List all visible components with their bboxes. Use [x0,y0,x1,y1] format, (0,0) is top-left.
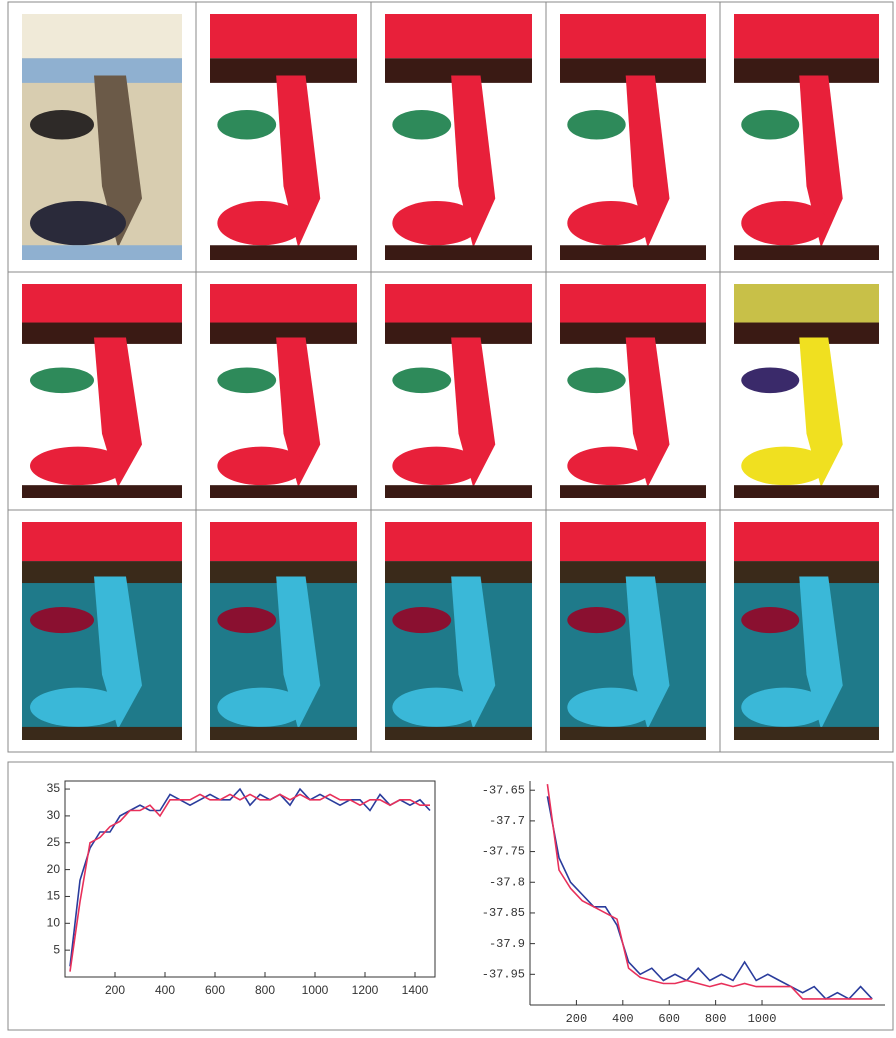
y-tick-label: -37.65 [482,783,525,797]
x-tick-label: 200 [105,983,125,997]
tile-ground [385,727,532,740]
tile-band [734,522,879,561]
tile-blob [392,110,451,140]
x-tick-label: 600 [205,983,225,997]
tile-band [22,522,182,561]
x-tick-label: 1400 [402,983,429,997]
tile-band [385,284,532,323]
tile-shadow [30,201,126,245]
tile-ground [22,485,182,498]
tile-shadow [567,447,655,486]
x-tick-label: 400 [612,1012,634,1026]
y-tick-label: -37.9 [489,937,525,951]
tile-ground [734,245,879,260]
tile-ground [560,485,706,498]
y-tick-label: 30 [47,808,61,822]
tile-band [734,14,879,58]
y-tick-label: 35 [47,781,61,795]
tile-ground [560,245,706,260]
tile-ground [385,245,532,260]
tile-ground [22,245,182,260]
tile-blob [30,110,94,140]
tile-blob [30,367,94,393]
tile-shadow [741,201,828,245]
tile-band [560,522,706,561]
tile-band [734,284,879,323]
tile-band [22,284,182,323]
tile-blob [567,607,625,633]
tile-ground [734,485,879,498]
plot-panel [8,762,893,1030]
tile-ground [22,727,182,740]
tile-blob [741,367,799,393]
tile-shadow [217,688,305,727]
y-tick-label: 15 [47,889,61,903]
tile-band [385,14,532,58]
tile-ground [210,245,357,260]
tile-shadow [741,688,828,727]
tile-blob [30,607,94,633]
tile-band [560,14,706,58]
x-tick-label: 400 [155,983,175,997]
y-tick-label: -37.95 [482,967,525,981]
y-tick-label: 20 [47,862,61,876]
y-tick-label: -37.8 [489,875,525,889]
image-grid [8,2,893,752]
tile-shadow [392,447,480,486]
tile-blob [392,367,451,393]
tile-blob [392,607,451,633]
tile-blob [567,110,625,140]
tile-shadow [217,447,305,486]
x-tick-label: 1000 [748,1012,777,1026]
tile-band [560,284,706,323]
tile-band [210,522,357,561]
y-tick-label: 25 [47,835,61,849]
tile-shadow [392,201,480,245]
page: {"chart_data": [ {"type": "line", "x": [… [0,0,896,1038]
tile-shadow [741,447,828,486]
y-tick-label: -37.85 [482,906,525,920]
tile-blob [217,367,276,393]
tile-ground [385,485,532,498]
tile-ground [560,727,706,740]
tile-ground [210,727,357,740]
tile-ground [210,485,357,498]
tile-shadow [30,688,126,727]
tile-blob [741,607,799,633]
tile-blob [741,110,799,140]
tile-shadow [217,201,305,245]
tile-blob [217,607,276,633]
x-tick-label: 800 [705,1012,727,1026]
y-tick-label: -37.7 [489,814,525,828]
x-tick-label: 1200 [352,983,379,997]
x-tick-label: 1000 [302,983,329,997]
tile-band [210,14,357,58]
tile-band [22,14,182,58]
x-tick-label: 200 [566,1012,588,1026]
tile-blob [217,110,276,140]
figure: 5 10 15 20 25 30 35 200 400 600 800 1000 1200 1400 -3… [0,0,896,1038]
tile-shadow [567,201,655,245]
x-tick-label: 800 [255,983,275,997]
tile-shadow [30,447,126,486]
y-tick-label: 5 [53,942,60,956]
tile-band [385,522,532,561]
tile-shadow [567,688,655,727]
tile-shadow [392,688,480,727]
tile-ground [734,727,879,740]
x-tick-label: 600 [658,1012,680,1026]
tile-blob [567,367,625,393]
y-tick-label: 10 [47,915,61,929]
tile-band [210,284,357,323]
y-tick-label: -37.75 [482,845,525,859]
